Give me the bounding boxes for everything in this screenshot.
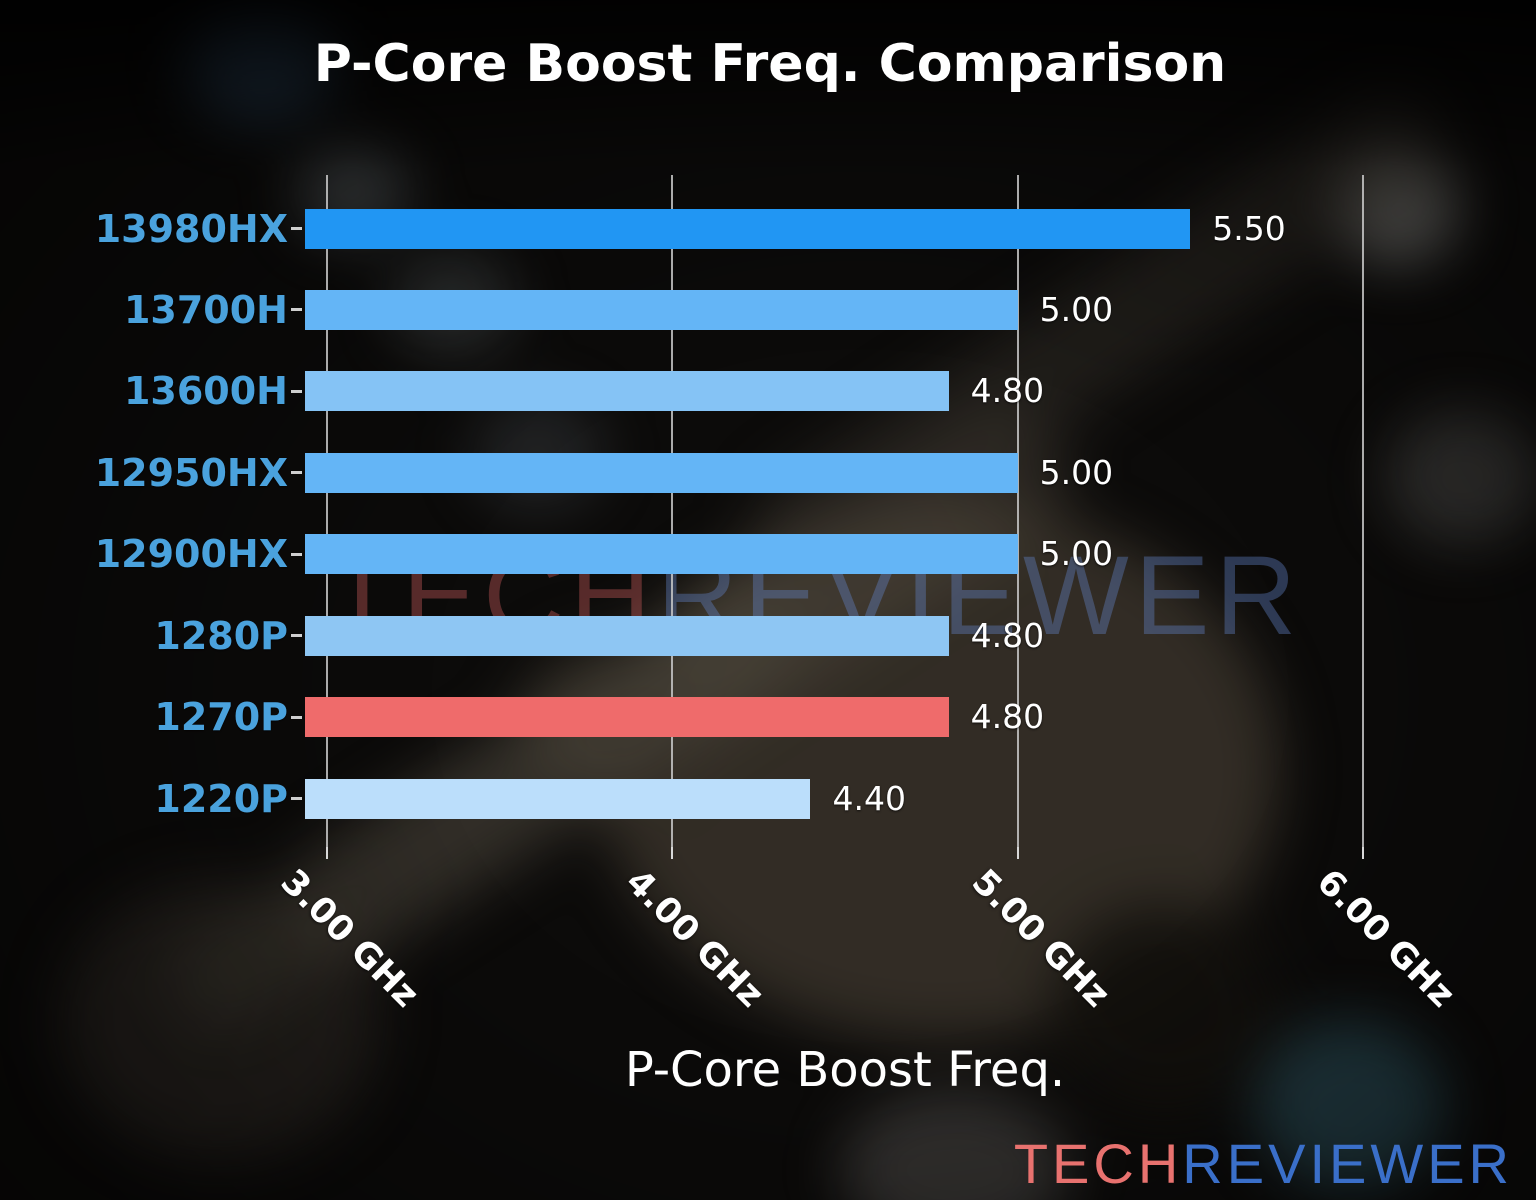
- logo-reviewer: REVIEWER: [1182, 1132, 1513, 1195]
- bar-12900HX: [305, 534, 1018, 575]
- y-tick-mark: [291, 227, 302, 230]
- bar-13700H: [305, 289, 1018, 330]
- x-gridline: [1361, 175, 1364, 847]
- value-label: 5.50: [1212, 208, 1286, 248]
- x-tick-mark: [326, 847, 329, 859]
- x-axis-label: P-Core Boost Freq.: [624, 1042, 1066, 1098]
- y-tick-mark: [291, 634, 302, 638]
- category-label: 12950HX: [94, 450, 288, 495]
- category-label: 12900HX: [94, 532, 288, 577]
- x-gridline: [326, 175, 329, 847]
- category-label: 1270P: [154, 695, 288, 740]
- chart-title: P-Core Boost Freq. Comparison: [313, 34, 1227, 94]
- bar-1270P: [305, 697, 949, 738]
- x-gridline: [671, 175, 674, 847]
- bar-1220P: [305, 778, 811, 819]
- x-tick-mark: [671, 847, 674, 859]
- y-tick-mark: [291, 308, 302, 312]
- y-tick-mark: [291, 797, 302, 800]
- category-label: 13600H: [123, 369, 288, 414]
- y-tick-mark: [291, 715, 302, 719]
- y-tick-mark: [291, 389, 302, 393]
- value-label: 4.80: [970, 615, 1045, 655]
- value-label: 4.80: [970, 371, 1045, 411]
- techreviewer-logo: TECHREVIEWER: [1014, 1136, 1513, 1192]
- category-label: 1280P: [154, 613, 288, 658]
- x-gridline: [1016, 175, 1019, 847]
- category-label: 13980HX: [94, 206, 288, 251]
- logo-tech: TECH: [1013, 1132, 1183, 1195]
- value-label: 4.80: [970, 697, 1045, 737]
- y-tick-mark: [291, 552, 302, 556]
- x-tick-mark: [1016, 847, 1019, 859]
- value-label: 4.40: [832, 778, 906, 818]
- bar-13600H: [305, 371, 949, 412]
- bar-12950HX: [305, 452, 1018, 493]
- bar-1280P: [305, 615, 949, 656]
- category-label: 13700H: [123, 287, 288, 332]
- value-label: 5.00: [1039, 534, 1114, 574]
- bar-13980HX: [305, 208, 1191, 249]
- y-tick-mark: [291, 471, 302, 475]
- x-tick-mark: [1361, 847, 1364, 859]
- category-label: 1220P: [154, 776, 288, 821]
- value-label: 5.00: [1039, 289, 1114, 329]
- value-label: 5.00: [1039, 452, 1114, 492]
